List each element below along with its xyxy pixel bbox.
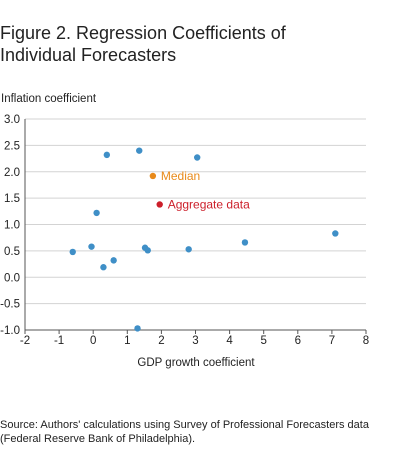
axes (24, 119, 367, 334)
data-point (110, 257, 117, 264)
y-tick-label: -0.5 (0, 299, 20, 311)
x-tick-label: 3 (192, 335, 198, 347)
x-tick-label: 5 (260, 335, 266, 347)
y-tick-label: 3.0 (4, 114, 20, 126)
annotation-label: Aggregate data (168, 197, 250, 211)
data-points (69, 147, 339, 332)
y-tick-label: 0.0 (4, 272, 20, 284)
gridlines (25, 118, 366, 305)
tick-labels: -1.0 -0.5 0.0 0.5 1.0 1.5 2.0 2.5 3.0 -2 -1 0 1 2 3 4 5 6… (0, 114, 369, 347)
chart-title-line2: Individual Forecasters (0, 45, 177, 65)
y-tick-label: 1.0 (4, 220, 20, 232)
data-point (88, 243, 95, 250)
data-point (100, 264, 107, 271)
x-tick-label: -1 (54, 335, 64, 347)
y-tick-label: 0.5 (4, 246, 20, 258)
point-annotations: Median Aggregate data (161, 169, 250, 211)
x-axis-label: GDP growth coefficient (137, 357, 255, 369)
chart-title-line1: Figure 2. Regression Coefficients of (0, 23, 286, 43)
y-axis-label: Inflation coefficient (1, 93, 97, 105)
data-point (185, 246, 192, 253)
y-tick-label: -1.0 (0, 325, 20, 337)
data-point (103, 151, 111, 159)
x-tick-label: 0 (90, 335, 96, 347)
chart-title: Figure 2. Regression Coefficients of Ind… (0, 22, 400, 66)
data-point (156, 201, 163, 208)
annotation-label: Median (161, 169, 200, 183)
data-point (134, 325, 141, 332)
x-tick-label: 7 (329, 335, 335, 347)
source-note: Source: Authors' calculations using Surv… (0, 418, 420, 446)
data-point (241, 239, 249, 246)
x-tick-label: 8 (363, 335, 369, 347)
data-point (69, 248, 76, 256)
data-point (194, 154, 201, 161)
source-line1: Source: Authors' calculations using Surv… (0, 419, 369, 431)
y-tick-label: 1.5 (4, 193, 20, 205)
data-point (332, 230, 339, 237)
x-tick-label: 4 (226, 335, 233, 347)
x-tick-label: 2 (158, 335, 164, 347)
data-point (144, 247, 151, 254)
y-tick-label: 2.0 (4, 167, 20, 179)
y-tick-label: 2.5 (4, 140, 20, 152)
x-tick-label: 1 (124, 335, 130, 347)
source-line2: (Federal Reserve Bank of Philadelphia). (0, 433, 196, 445)
data-point (136, 147, 143, 154)
data-point (149, 172, 157, 180)
x-tick-label: 6 (295, 335, 301, 347)
data-point (93, 209, 100, 217)
x-tick-label: -2 (20, 335, 30, 347)
